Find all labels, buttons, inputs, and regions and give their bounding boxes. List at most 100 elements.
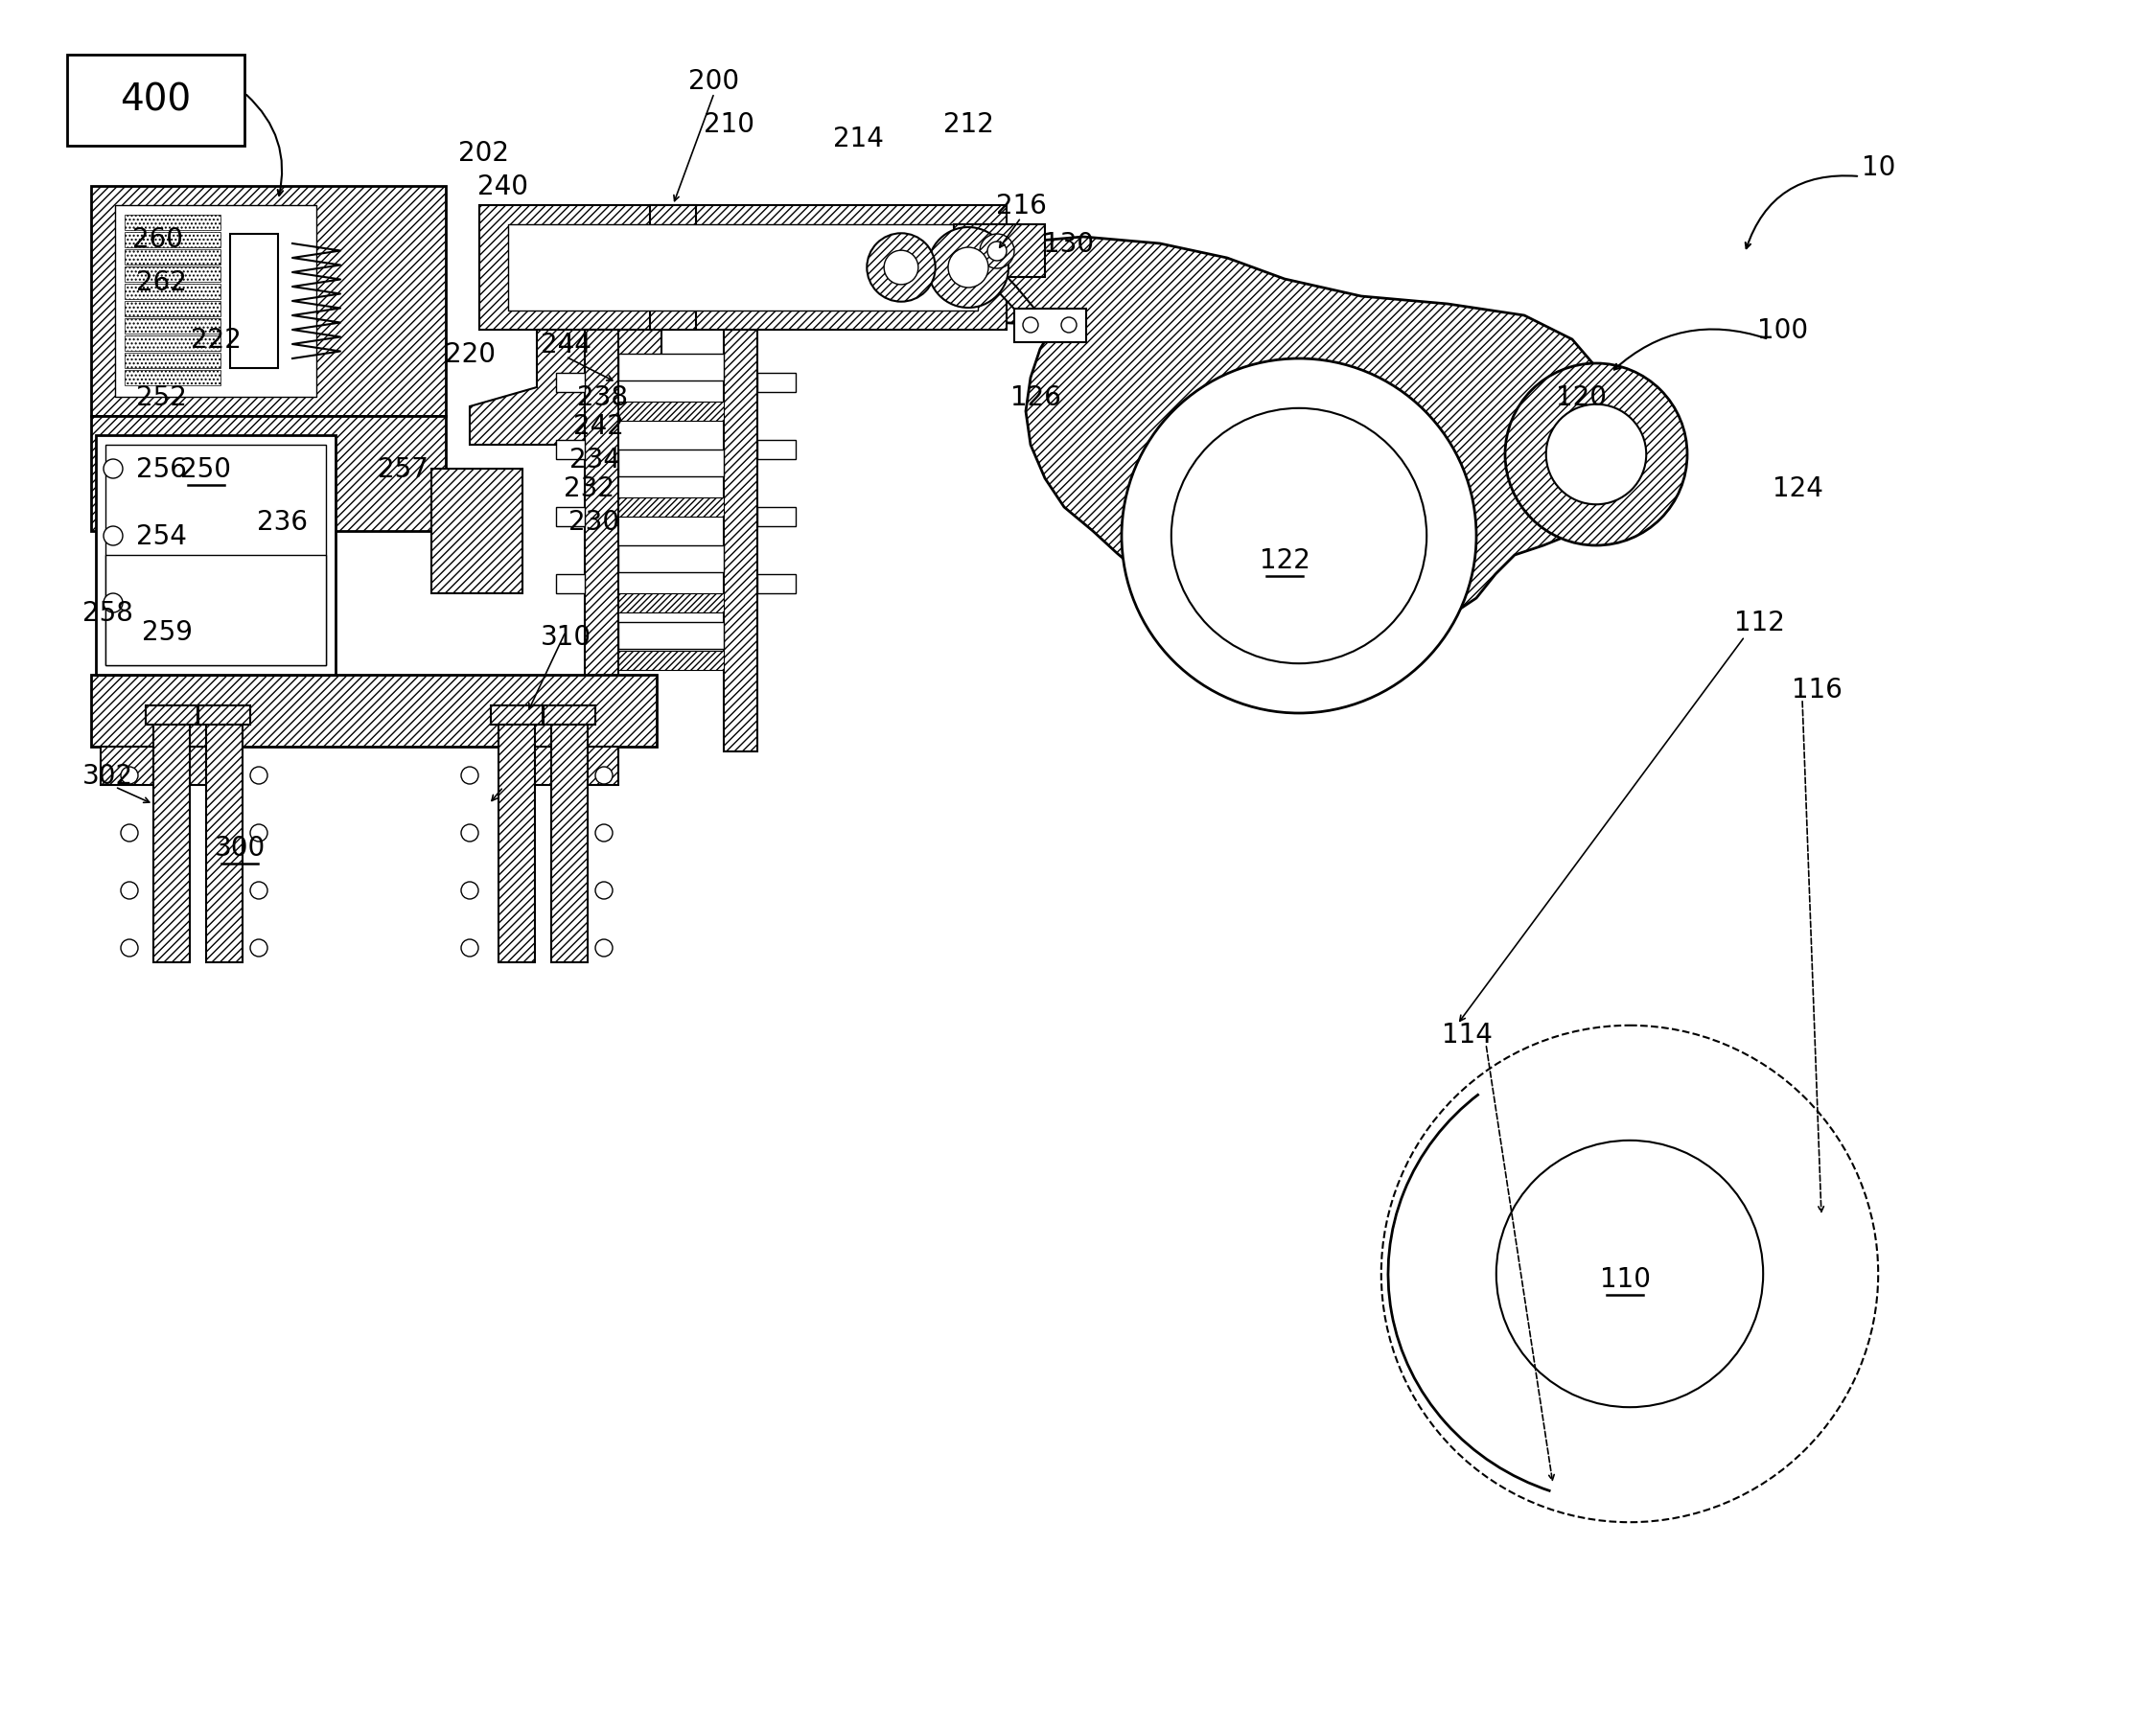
Circle shape [250, 882, 267, 900]
Bar [125, 266, 220, 282]
Bar [498, 714, 535, 962]
Bar [106, 555, 326, 666]
Circle shape [461, 825, 479, 843]
Text: 244: 244 [541, 332, 591, 358]
Bar [509, 225, 979, 311]
Text: 210: 210 [703, 111, 755, 138]
Text: 232: 232 [565, 476, 614, 502]
Circle shape [103, 593, 123, 612]
Bar [619, 498, 724, 517]
Bar [198, 706, 250, 725]
Circle shape [884, 251, 918, 285]
Circle shape [595, 825, 612, 843]
Circle shape [121, 939, 138, 957]
Text: 250: 250 [181, 457, 231, 483]
Bar [953, 225, 1046, 279]
Bar [431, 469, 522, 593]
Circle shape [979, 235, 1013, 270]
Circle shape [1382, 1026, 1878, 1522]
Bar [757, 441, 796, 460]
Bar [207, 714, 241, 962]
Polygon shape [953, 237, 1039, 334]
Bar [543, 706, 595, 725]
Text: 130: 130 [1044, 230, 1095, 258]
Bar [552, 714, 589, 962]
Text: 110: 110 [1600, 1265, 1649, 1292]
Text: 257: 257 [377, 457, 429, 483]
Bar [153, 714, 190, 962]
Bar [649, 206, 696, 330]
Circle shape [121, 882, 138, 900]
Bar [556, 507, 584, 528]
Bar [1013, 310, 1087, 343]
Bar [125, 216, 220, 230]
Text: 200: 200 [688, 67, 740, 95]
Bar [619, 355, 724, 381]
Bar [502, 747, 619, 785]
Bar [787, 237, 959, 265]
Text: 220: 220 [444, 341, 496, 368]
Circle shape [461, 768, 479, 784]
Bar [757, 374, 796, 393]
Bar [67, 55, 244, 147]
Text: 10: 10 [1863, 154, 1895, 182]
Circle shape [461, 939, 479, 957]
Text: 242: 242 [573, 413, 623, 439]
Bar [231, 235, 278, 368]
Circle shape [103, 528, 123, 547]
Bar [114, 206, 317, 398]
Bar [125, 353, 220, 368]
Text: 212: 212 [942, 111, 994, 138]
Circle shape [461, 882, 479, 900]
Bar [91, 675, 658, 747]
Bar [125, 336, 220, 351]
Bar [91, 417, 446, 531]
Bar [619, 547, 724, 573]
Text: 230: 230 [569, 509, 619, 536]
Bar [757, 574, 796, 593]
Text: 114: 114 [1442, 1021, 1492, 1048]
Bar [556, 374, 584, 393]
Circle shape [949, 247, 987, 289]
Bar [757, 507, 796, 528]
Text: 258: 258 [82, 600, 134, 626]
Bar [91, 187, 446, 417]
Text: 202: 202 [459, 140, 509, 166]
Circle shape [927, 228, 1009, 308]
Bar [147, 706, 198, 725]
Text: 222: 222 [190, 327, 241, 353]
Bar [125, 234, 220, 247]
Text: 302: 302 [82, 763, 134, 789]
Text: 252: 252 [136, 384, 185, 412]
Text: 400: 400 [121, 83, 192, 119]
Text: 116: 116 [1792, 676, 1841, 702]
Text: 236: 236 [257, 509, 308, 536]
Polygon shape [470, 330, 662, 445]
Bar [619, 652, 724, 671]
Circle shape [1061, 318, 1076, 334]
Text: 256: 256 [136, 457, 185, 483]
Circle shape [867, 234, 936, 303]
Circle shape [121, 825, 138, 843]
Bar [125, 370, 220, 386]
Circle shape [250, 939, 267, 957]
Circle shape [103, 460, 123, 479]
Bar [125, 284, 220, 299]
Circle shape [1171, 408, 1427, 664]
Circle shape [1399, 1045, 1861, 1503]
Text: 100: 100 [1757, 317, 1809, 344]
Bar [619, 593, 724, 612]
Circle shape [987, 242, 1007, 261]
Bar [556, 574, 584, 593]
Circle shape [1121, 360, 1477, 714]
Text: 254: 254 [136, 522, 185, 550]
Text: 234: 234 [569, 446, 619, 474]
Text: 112: 112 [1733, 609, 1785, 637]
Bar [619, 623, 724, 649]
Circle shape [1505, 363, 1688, 547]
Bar [479, 206, 1007, 330]
Polygon shape [834, 237, 1634, 640]
Circle shape [595, 882, 612, 900]
Circle shape [595, 768, 612, 784]
Bar [106, 445, 326, 666]
